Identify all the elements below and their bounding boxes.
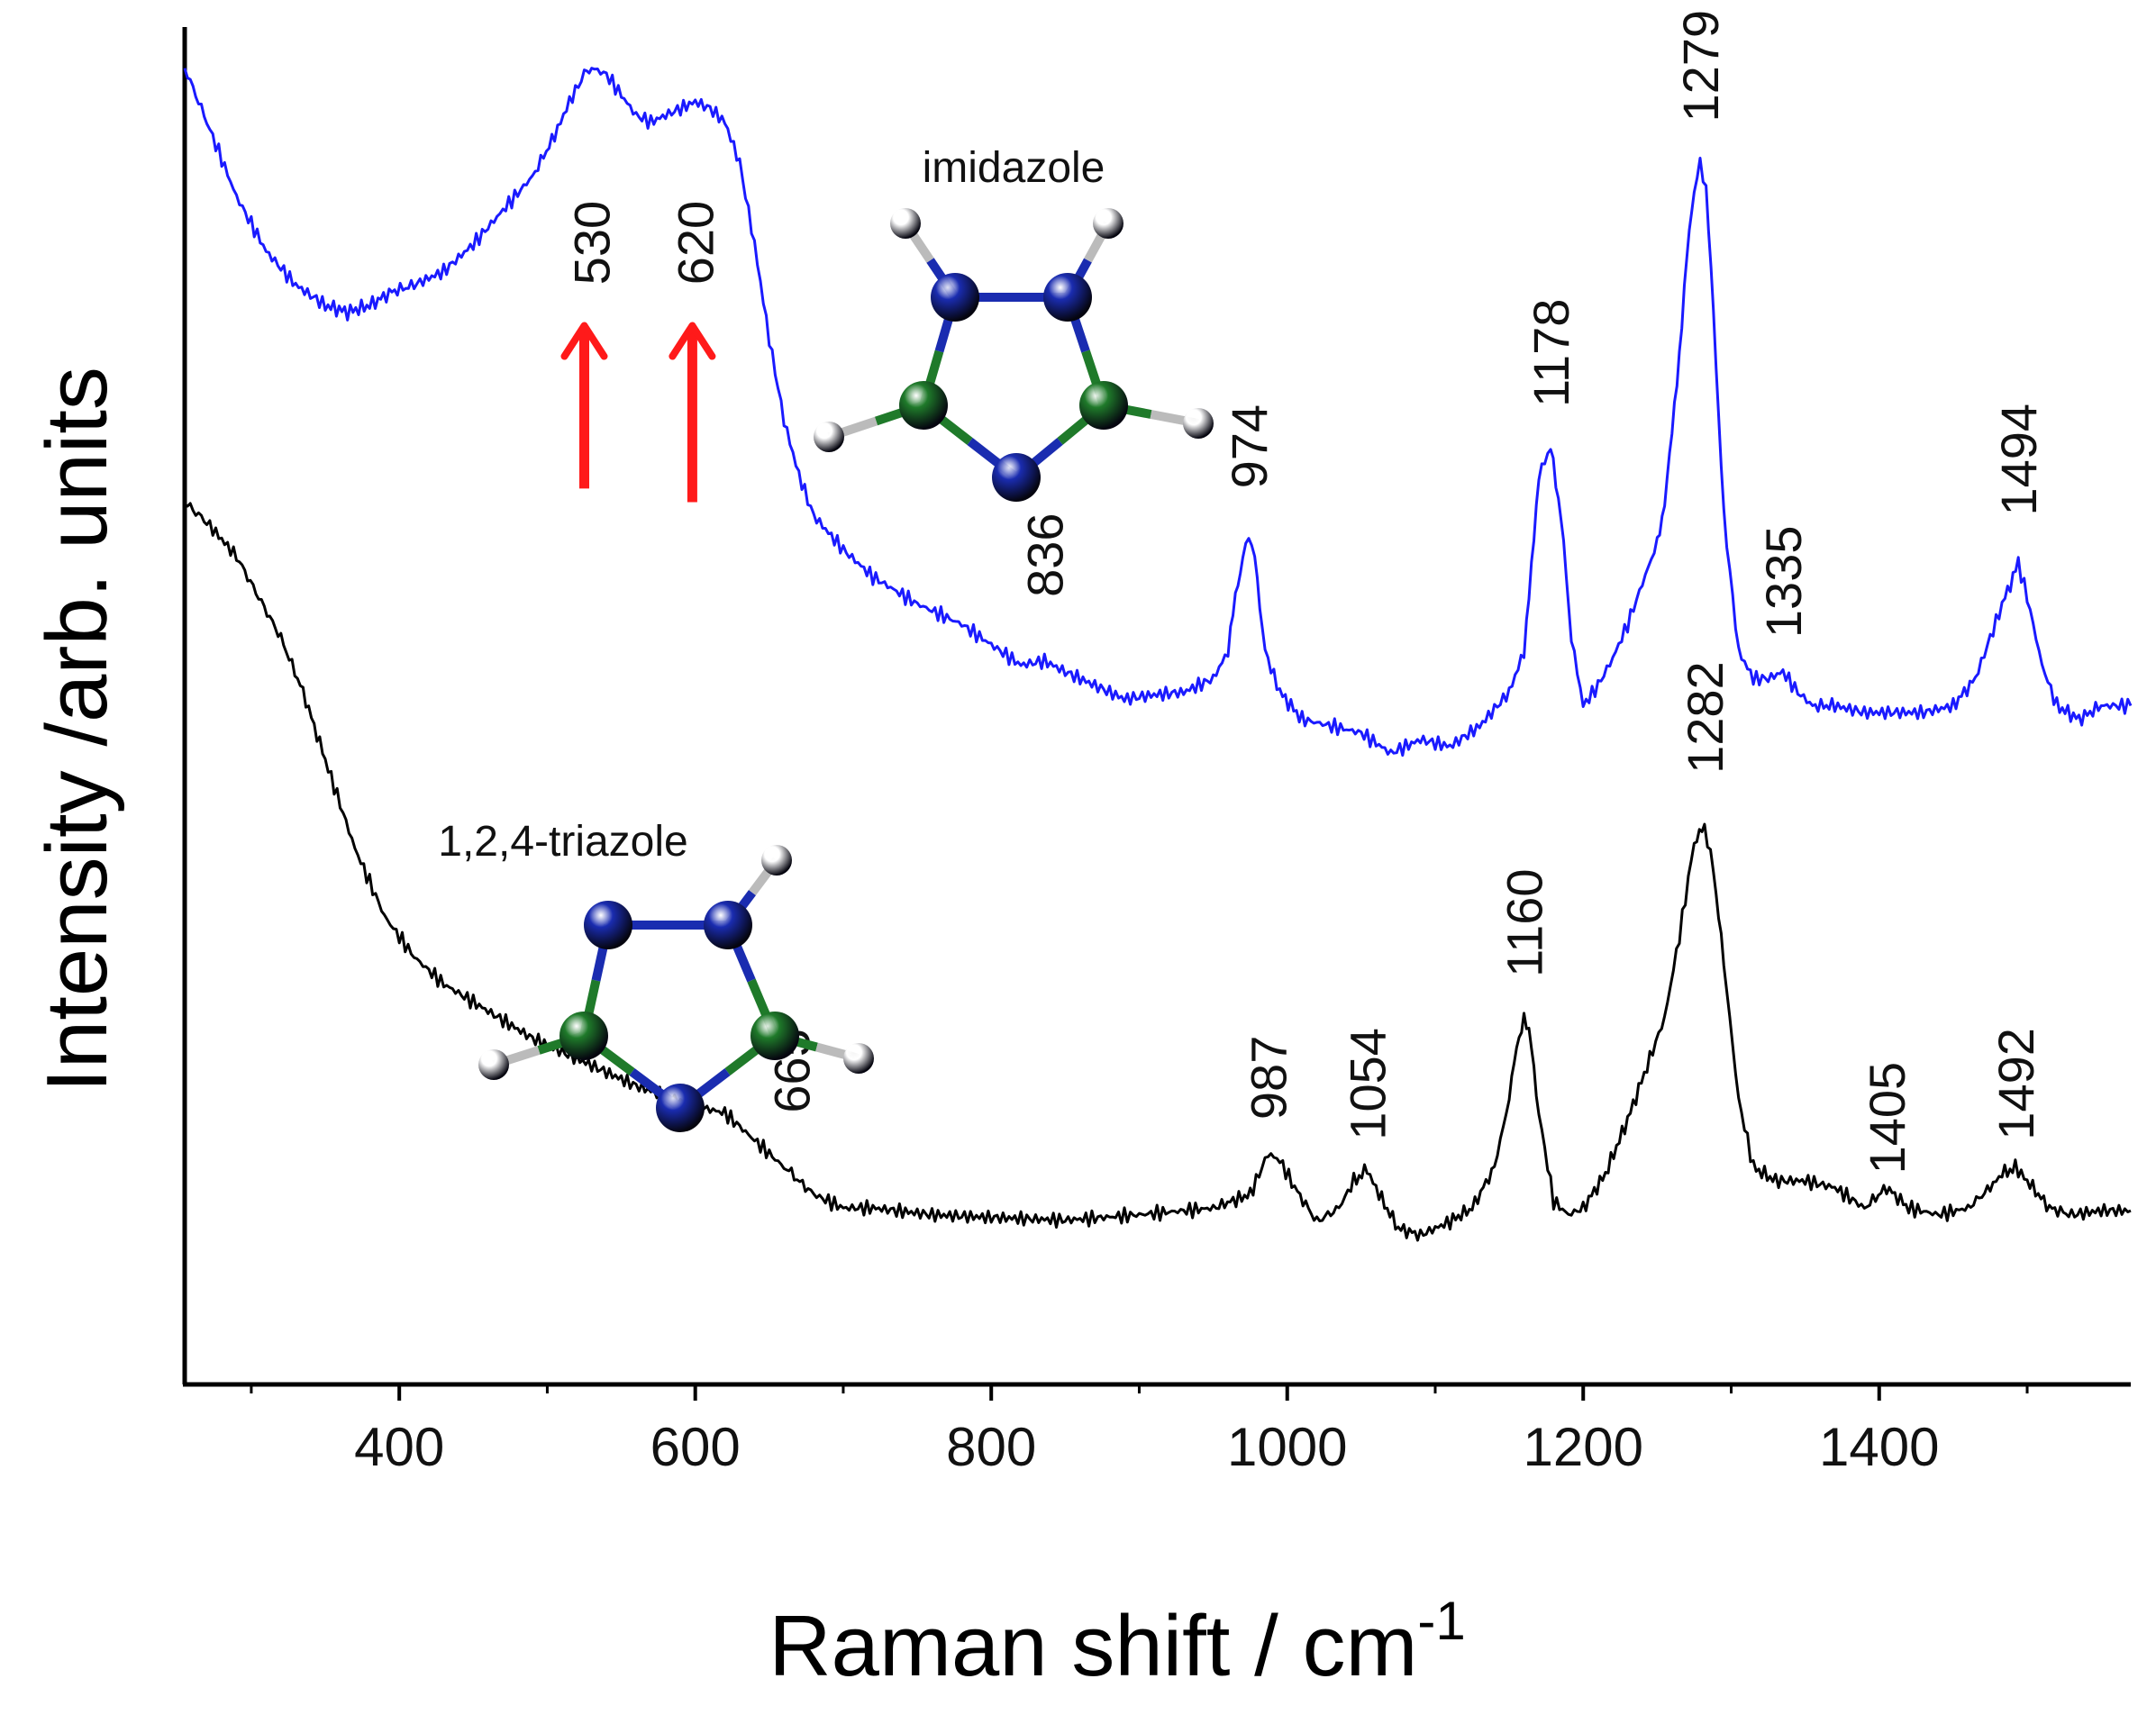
red-arrow-head: [669, 322, 716, 360]
molecule-layer: imidazole 1,2,4-triazole: [438, 144, 1214, 1132]
peak-label: 1178: [1523, 299, 1579, 407]
x-tick-label: 800: [946, 1417, 1036, 1477]
x-tick-label: 1000: [1227, 1417, 1347, 1477]
peak-label: 530: [564, 201, 621, 285]
nitrogen-atom: [584, 901, 632, 949]
x-tick-label: 1400: [1819, 1417, 1939, 1477]
hydrogen-atom: [843, 1043, 874, 1074]
red-arrow-head: [560, 322, 608, 360]
axes: 400 600 800 1000 1200 1400: [182, 27, 2131, 1477]
carbon-atom: [559, 1012, 608, 1060]
series-line-imidazole: [183, 67, 2133, 758]
x-axis-title: Raman shift / cm-1: [769, 1591, 1466, 1694]
peak-label: 836: [1016, 513, 1073, 596]
x-tick-label: 400: [354, 1417, 444, 1477]
hydrogen-atom: [1093, 208, 1123, 239]
molecule-label-imidazole: imidazole: [923, 144, 1105, 192]
hydrogen-atom: [761, 845, 792, 876]
peak-label: 1282: [1677, 661, 1733, 774]
peak-label: 1492: [1988, 1028, 2044, 1140]
x-tick-label: 600: [650, 1417, 741, 1477]
y-axis-title: Intensity /arb. units: [29, 367, 125, 1093]
nitrogen-atom: [656, 1084, 705, 1132]
series-line-1-2-4-triazole: [184, 502, 2132, 1242]
peak-label: 1405: [1859, 1062, 1915, 1175]
arrow-layer: [560, 322, 716, 503]
imidazole-molecule: [814, 208, 1214, 502]
molecule-label-triazole: 1,2,4-triazole: [438, 818, 687, 866]
series-layer: [183, 67, 2133, 1242]
peak-label: 974: [1221, 404, 1278, 488]
peak-label: 1160: [1496, 868, 1553, 976]
x-axis-title-superscript: -1: [1417, 1591, 1465, 1651]
nitrogen-atom: [931, 273, 979, 322]
x-axis-title-text: Raman shift / cm: [769, 1598, 1417, 1694]
hydrogen-atom: [890, 208, 921, 239]
hydrogen-atom: [478, 1049, 509, 1080]
peak-label: 987: [1240, 1036, 1296, 1120]
peak-label: 1279: [1672, 10, 1729, 122]
triazole-molecule: [478, 845, 874, 1132]
carbon-atom: [1079, 381, 1128, 430]
peak-label: 620: [668, 201, 724, 285]
hydrogen-atom: [814, 422, 844, 452]
carbon-atom: [751, 1012, 799, 1060]
peak-label: 1335: [1755, 526, 1812, 639]
nitrogen-atom: [1043, 273, 1092, 322]
carbon-atom: [899, 381, 948, 430]
peak-label: 1054: [1339, 1028, 1396, 1140]
x-tick-label: 1200: [1524, 1417, 1643, 1477]
peak-label: 1494: [1990, 404, 2047, 516]
hydrogen-atom: [1183, 408, 1214, 439]
nitrogen-atom: [704, 901, 752, 949]
nitrogen-atom: [992, 453, 1041, 502]
